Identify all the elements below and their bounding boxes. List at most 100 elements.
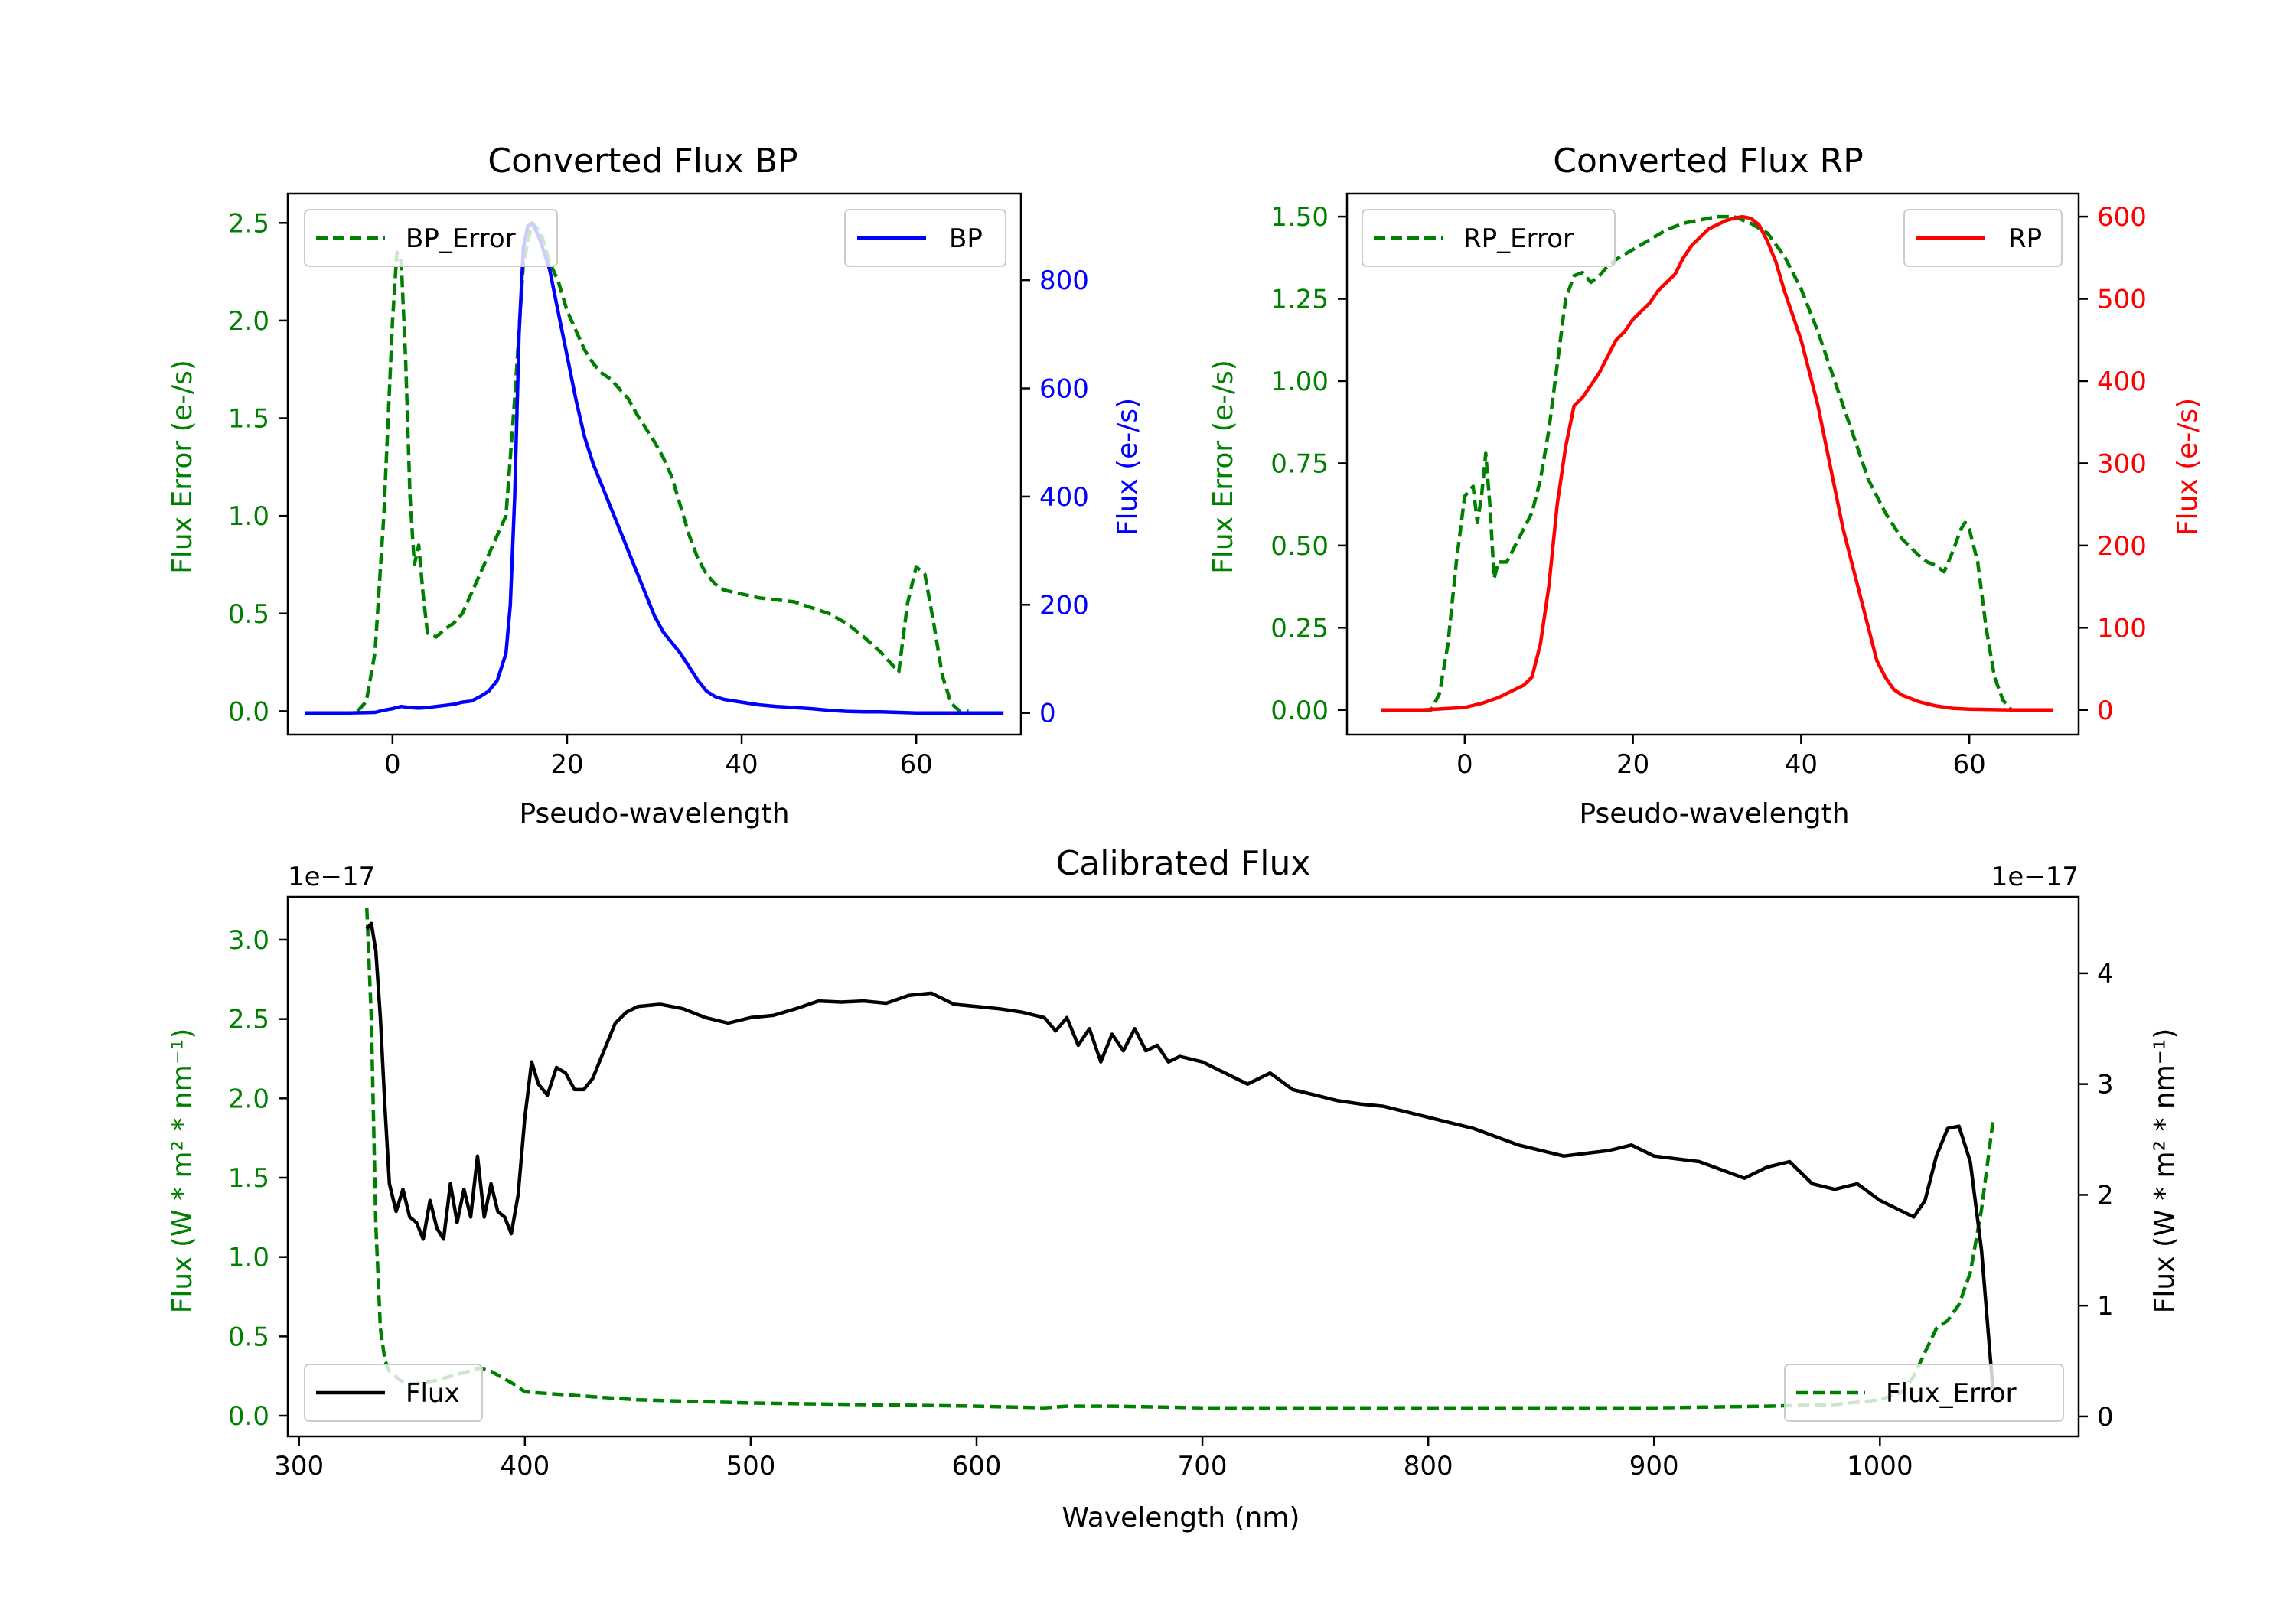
calibrated-panel: Calibrated Flux 1e−17 1e−17 300 400 500 600… bbox=[167, 844, 2180, 1534]
x-tick-label: 40 bbox=[1785, 749, 1818, 780]
left-tick-label: 1.25 bbox=[1270, 285, 1329, 315]
right-tick-label: 0 bbox=[1039, 699, 1056, 729]
left-tick-label: 1.0 bbox=[228, 501, 269, 532]
rp-error-legend-label: RP_Error bbox=[1463, 223, 1574, 254]
x-tick-label: 20 bbox=[550, 749, 583, 780]
flux-error-legend-box bbox=[1784, 1364, 2064, 1422]
right-tick-label: 1 bbox=[2097, 1291, 2114, 1322]
x-tick-label: 60 bbox=[900, 749, 933, 780]
x-tick-label: 400 bbox=[500, 1451, 550, 1482]
left-tick-label: 0.0 bbox=[228, 696, 269, 727]
rp-left-axis-label: Flux Error (e-/s) bbox=[1208, 360, 1239, 574]
left-tick-label: 0.0 bbox=[228, 1401, 269, 1432]
left-tick-label: 1.00 bbox=[1270, 367, 1329, 397]
left-tick-label: 0.75 bbox=[1270, 448, 1329, 479]
bp-panel: Converted Flux BP 0 20 40 60 0.0 0.5 1.0 1.5 2.… bbox=[167, 142, 1143, 830]
bp-right-ticks: 0 200 400 600 800 bbox=[1021, 266, 1089, 729]
left-tick-label: 0.25 bbox=[1270, 613, 1329, 644]
calibrated-left-ticks: 0.0 0.5 1.0 1.5 2.0 2.5 3.0 bbox=[228, 925, 288, 1432]
bp-axes-frame bbox=[286, 192, 1022, 736]
calibrated-axes-frame bbox=[286, 895, 2080, 1438]
right-tick-label: 600 bbox=[2097, 202, 2147, 233]
rp-legend: RP bbox=[1903, 209, 2063, 267]
flux-legend-label: Flux bbox=[406, 1378, 460, 1409]
right-tick-label: 400 bbox=[2097, 367, 2147, 397]
left-tick-label: 2.0 bbox=[228, 306, 269, 337]
flux-legend-box bbox=[304, 1364, 483, 1422]
flux-legend: Flux bbox=[304, 1364, 483, 1422]
bp-plot-area bbox=[305, 221, 1004, 715]
left-tick-label: 1.0 bbox=[228, 1243, 269, 1273]
bp-error-legend-label: BP_Error bbox=[406, 223, 516, 254]
bp-title: Converted Flux BP bbox=[488, 142, 797, 181]
flux-error-legend: Flux_Error bbox=[1784, 1364, 2064, 1422]
rp-plot-area bbox=[1381, 214, 2053, 712]
series-bp bbox=[305, 221, 1004, 715]
right-tick-label: 0 bbox=[2097, 696, 2114, 726]
series-rp-error bbox=[1422, 214, 2013, 712]
left-tick-label: 3.0 bbox=[228, 925, 269, 956]
right-tick-label: 800 bbox=[1039, 266, 1089, 296]
bp-legend-label: BP bbox=[949, 223, 983, 254]
rp-error-legend: RP_Error bbox=[1362, 209, 1616, 267]
calibrated-right-offset: 1e−17 bbox=[1991, 862, 2079, 892]
series-bp-error bbox=[356, 221, 969, 713]
x-tick-label: 900 bbox=[1629, 1451, 1679, 1482]
calibrated-x-ticks: 300 400 500 600 700 800 900 1000 bbox=[274, 1436, 1913, 1482]
flux-error-legend-label: Flux_Error bbox=[1886, 1378, 2017, 1409]
calibrated-left-axis-label: Flux (W * m² * nm⁻¹) bbox=[167, 1028, 198, 1314]
rp-left-ticks: 0.00 0.25 0.50 0.75 1.00 1.25 1.50 bbox=[1270, 202, 1347, 726]
rp-x-axis-label: Pseudo-wavelength bbox=[1579, 798, 1849, 830]
rp-error-legend-box bbox=[1362, 209, 1616, 267]
x-tick-label: 300 bbox=[274, 1451, 324, 1482]
left-tick-label: 1.50 bbox=[1270, 202, 1329, 233]
calibrated-title: Calibrated Flux bbox=[1056, 844, 1311, 883]
calibrated-right-ticks: 0 1 2 3 4 bbox=[2079, 959, 2114, 1433]
series-flux bbox=[365, 921, 1995, 1389]
left-tick-label: 0.00 bbox=[1270, 696, 1329, 726]
x-tick-label: 600 bbox=[952, 1451, 1002, 1482]
bp-error-legend: BP_Error bbox=[304, 209, 558, 267]
rp-right-ticks: 0 100 200 300 400 500 600 bbox=[2079, 202, 2147, 726]
left-tick-label: 2.5 bbox=[228, 208, 269, 239]
rp-x-ticks: 0 20 40 60 bbox=[1456, 735, 1986, 780]
series-rp bbox=[1381, 214, 2053, 712]
left-tick-label: 0.5 bbox=[228, 1322, 269, 1352]
right-tick-label: 500 bbox=[2097, 285, 2147, 315]
right-tick-label: 200 bbox=[2097, 531, 2147, 562]
right-tick-label: 3 bbox=[2097, 1070, 2114, 1100]
rp-title: Converted Flux RP bbox=[1553, 142, 1864, 181]
rp-right-axis-label: Flux (e-/s) bbox=[2172, 398, 2203, 536]
x-tick-label: 700 bbox=[1178, 1451, 1228, 1482]
right-tick-label: 0 bbox=[2097, 1402, 2114, 1433]
x-tick-label: 500 bbox=[726, 1451, 775, 1482]
bp-left-axis-label: Flux Error (e-/s) bbox=[167, 360, 198, 574]
left-tick-label: 0.5 bbox=[228, 599, 269, 630]
x-tick-label: 1000 bbox=[1847, 1451, 1913, 1482]
right-tick-label: 600 bbox=[1039, 374, 1089, 405]
right-tick-label: 4 bbox=[2097, 959, 2114, 989]
calibrated-right-axis-label: Flux (W * m² * nm⁻¹) bbox=[2149, 1028, 2180, 1314]
left-tick-label: 1.5 bbox=[228, 1163, 269, 1194]
bp-x-ticks: 0 20 40 60 bbox=[384, 735, 933, 780]
left-tick-label: 2.5 bbox=[228, 1005, 269, 1035]
bp-x-axis-label: Pseudo-wavelength bbox=[519, 798, 789, 830]
bp-error-legend-box bbox=[304, 209, 558, 267]
right-tick-label: 200 bbox=[1039, 590, 1089, 621]
left-tick-label: 2.0 bbox=[228, 1084, 269, 1114]
bp-left-ticks: 0.0 0.5 1.0 1.5 2.0 2.5 bbox=[228, 208, 288, 727]
x-tick-label: 800 bbox=[1404, 1451, 1453, 1482]
bp-legend: BP bbox=[844, 209, 1006, 267]
x-tick-label: 20 bbox=[1616, 749, 1649, 780]
right-tick-label: 100 bbox=[2097, 613, 2147, 644]
x-tick-label: 60 bbox=[1953, 749, 1986, 780]
left-tick-label: 0.50 bbox=[1270, 531, 1329, 562]
x-tick-label: 40 bbox=[725, 749, 758, 780]
x-tick-label: 0 bbox=[1456, 749, 1473, 780]
right-tick-label: 2 bbox=[2097, 1180, 2114, 1211]
right-tick-label: 300 bbox=[2097, 448, 2147, 479]
calibrated-x-axis-label: Wavelength (nm) bbox=[1062, 1502, 1300, 1534]
right-tick-label: 400 bbox=[1039, 482, 1089, 513]
left-tick-label: 1.5 bbox=[228, 404, 269, 435]
